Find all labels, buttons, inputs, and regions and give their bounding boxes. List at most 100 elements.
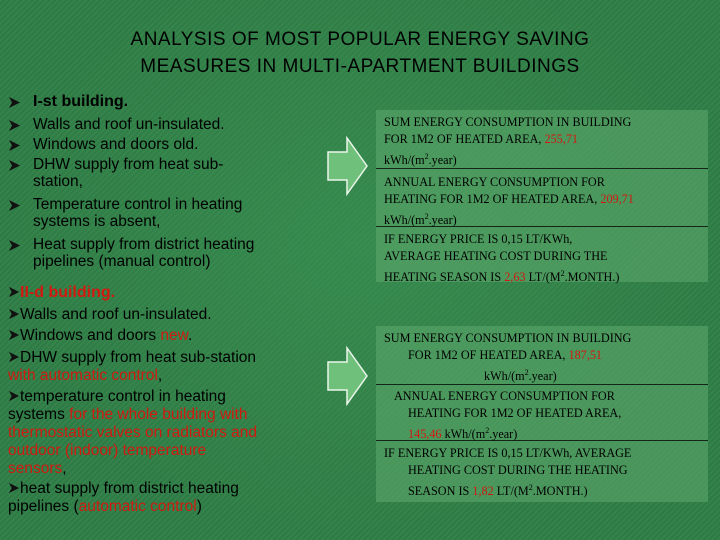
box-value: 1,82 bbox=[472, 484, 494, 499]
box-value: 255,71 bbox=[544, 132, 578, 146]
box-text: .year) bbox=[489, 427, 518, 442]
title-line-1: ANALYSIS OF MOST POPULAR ENERGY SAVING bbox=[130, 29, 590, 50]
box-line: IF ENERGY PRICE IS 0,15 LT/KWh, AVERAGE bbox=[384, 446, 632, 460]
box-line: HEATING COST DURING THE HEATING bbox=[408, 463, 628, 477]
arrow-bullet-icon bbox=[8, 390, 20, 402]
box-line: AVERAGE HEATING COST DURING THE bbox=[384, 249, 608, 263]
box-divider bbox=[376, 168, 708, 169]
building1-item: Walls and roof un-insulated. bbox=[33, 116, 225, 133]
box-sup: 2 bbox=[524, 368, 529, 377]
arrow-bullet-icon bbox=[8, 286, 20, 298]
box-text: kWh/(m bbox=[384, 153, 425, 168]
building2-temp-highlight3: outdoor (indoor) temperature bbox=[8, 442, 207, 459]
building2-walls: Walls and roof un-insulated. bbox=[20, 306, 212, 323]
box-line: ANNUAL ENERGY CONSUMPTION FOR bbox=[394, 389, 615, 403]
building1-item: Temperature control in heating bbox=[33, 196, 243, 213]
building1-item: Heat supply from district heating bbox=[33, 236, 255, 253]
building2-temp-highlight2: thermostatic valves on radiators and bbox=[8, 424, 257, 441]
building2-heading-row: II-d building. bbox=[8, 284, 115, 302]
building1-item-cont: station, bbox=[33, 173, 83, 190]
box-text: .year) bbox=[428, 153, 457, 168]
box-value: 145,46 bbox=[408, 427, 442, 442]
building2-heat-text2: pipelines ( bbox=[8, 498, 79, 515]
sum-consumption-2: SUM ENERGY CONSUMPTION IN BUILDING FOR 1… bbox=[384, 330, 702, 385]
building2-heat-text: heat supply from district heating bbox=[20, 480, 239, 497]
box-text: .year) bbox=[428, 213, 457, 228]
box-text: .MONTH.) bbox=[532, 484, 588, 499]
building1-item-cont: pipelines (manual control) bbox=[33, 253, 211, 270]
heating-cost-2: IF ENERGY PRICE IS 0,15 LT/KWh, AVERAGE … bbox=[384, 445, 702, 500]
building2-heat-row: heat supply from district heating bbox=[8, 480, 239, 498]
box-text: kWh/(m bbox=[484, 369, 525, 384]
arrow-bullet-icon bbox=[8, 199, 21, 212]
box-sup: 2 bbox=[560, 269, 565, 278]
slide-title: ANALYSIS OF MOST POPULAR ENERGY SAVING M… bbox=[0, 26, 720, 80]
arrow-bullet-icon bbox=[8, 159, 21, 172]
box-text: .MONTH.) bbox=[564, 270, 620, 285]
right-arrow-icon bbox=[327, 346, 368, 406]
box-sup: 2 bbox=[485, 426, 490, 435]
box-line: kWh/(m2.year) bbox=[384, 364, 702, 385]
box-line: IF ENERGY PRICE IS 0,15 LT/KWh, bbox=[384, 232, 573, 246]
box-text: .year) bbox=[528, 369, 557, 384]
arrow-bullet-icon bbox=[8, 482, 20, 494]
building2-dhw-row: DHW supply from heat sub-station bbox=[8, 349, 256, 367]
building2-heading: II-d building. bbox=[20, 284, 116, 301]
box-line: HEATING FOR 1M2 OF HEATED AREA, 209,71 bbox=[384, 191, 702, 208]
box-text: HEATING FOR 1M2 OF HEATED AREA, bbox=[384, 192, 601, 206]
box-sup: 2 bbox=[528, 483, 533, 492]
building2-heat-highlight: automatic control bbox=[78, 498, 197, 515]
right-arrow-icon bbox=[327, 136, 368, 196]
box-value: 209,71 bbox=[600, 192, 634, 206]
arrow-bullet-icon bbox=[8, 96, 21, 109]
box-text: kWh/(m bbox=[384, 213, 425, 228]
box-line: FOR 1M2 OF HEATED AREA, 187,51 bbox=[384, 347, 702, 364]
building2-temp-end: , bbox=[62, 460, 67, 477]
title-line-2: MEASURES IN MULTI-APARTMENT BUILDINGS bbox=[140, 56, 580, 77]
box-line: 145,46 kWh/(m2.year) bbox=[384, 422, 702, 443]
box-line: kWh/(m2.year) bbox=[384, 148, 702, 169]
building2-heat-cont: pipelines (automatic control) bbox=[8, 498, 202, 516]
building2-windows-end: . bbox=[188, 327, 193, 344]
building2-windows-text: Windows and doors bbox=[20, 327, 161, 344]
box-sup: 2 bbox=[424, 152, 429, 161]
box-value: 187,51 bbox=[568, 348, 602, 362]
building1-item: Windows and doors old. bbox=[33, 136, 199, 153]
building2-dhw-text: DHW supply from heat sub-station bbox=[20, 349, 257, 366]
building2-temp-text: temperature control in heating bbox=[20, 388, 226, 405]
box-text: FOR 1M2 OF HEATED AREA, bbox=[408, 348, 569, 362]
annual-consumption-1: ANNUAL ENERGY CONSUMPTION FOR HEATING FO… bbox=[384, 174, 702, 229]
building2-temp-cont4: sensors, bbox=[8, 460, 67, 478]
arrow-bullet-icon bbox=[8, 308, 20, 320]
arrow-bullet-icon bbox=[8, 119, 21, 132]
arrow-bullet-icon bbox=[8, 329, 20, 341]
building2-windows-row: Windows and doors new. bbox=[8, 327, 192, 345]
box-line: ANNUAL ENERGY CONSUMPTION FOR bbox=[384, 175, 605, 189]
box-sup: 2 bbox=[424, 212, 429, 221]
building1-heading: I-st building. bbox=[33, 93, 129, 110]
building2-temp-highlight1: for the whole building with bbox=[69, 406, 248, 423]
arrow-bullet-icon bbox=[8, 351, 20, 363]
annual-consumption-2: ANNUAL ENERGY CONSUMPTION FOR HEATING FO… bbox=[384, 388, 702, 443]
arrow-bullet-icon bbox=[8, 139, 21, 152]
building2-walls-row: Walls and roof un-insulated. bbox=[8, 306, 212, 324]
box-text: HEATING SEASON IS bbox=[384, 270, 505, 285]
box-text: FOR 1M2 OF HEATED AREA, bbox=[384, 132, 545, 146]
building2-heat-end: ) bbox=[196, 498, 202, 515]
box-line: SUM ENERGY CONSUMPTION IN BUILDING bbox=[384, 331, 632, 345]
box-text: kWh/(m bbox=[441, 427, 486, 442]
box-value: 2,63 bbox=[504, 270, 526, 285]
heating-cost-1: IF ENERGY PRICE IS 0,15 LT/KWh, AVERAGE … bbox=[384, 231, 702, 286]
box-line: SEASON IS 1,82 LT/(M2.MONTH.) bbox=[384, 479, 702, 500]
box-line: HEATING SEASON IS 2,63 LT/(M2.MONTH.) bbox=[384, 265, 702, 286]
box-line: SUM ENERGY CONSUMPTION IN BUILDING bbox=[384, 115, 632, 129]
box-text: LT/(M bbox=[493, 484, 529, 499]
building1-item: DHW supply from heat sub- bbox=[33, 156, 224, 173]
box-divider bbox=[376, 384, 708, 385]
building2-temp-cont1: systems for the whole building with bbox=[8, 406, 248, 424]
result-box-building1: SUM ENERGY CONSUMPTION IN BUILDING FOR 1… bbox=[376, 110, 708, 284]
result-box-building2: SUM ENERGY CONSUMPTION IN BUILDING FOR 1… bbox=[376, 326, 708, 502]
building2-dhw-cont: with automatic control, bbox=[8, 367, 162, 385]
sum-consumption-1: SUM ENERGY CONSUMPTION IN BUILDING FOR 1… bbox=[384, 114, 702, 169]
box-divider bbox=[376, 226, 708, 227]
